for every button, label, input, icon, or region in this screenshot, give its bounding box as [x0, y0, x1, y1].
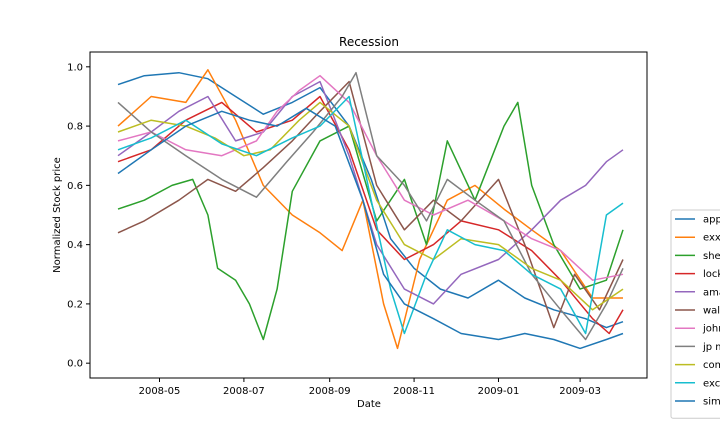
y-tick-label: 1.0	[67, 62, 83, 73]
legend-label: jp m	[702, 342, 720, 353]
x-tick-label: 2009-03	[559, 386, 601, 397]
legend-label: sim	[703, 397, 720, 408]
legend-frame	[670, 209, 720, 419]
legend-label: ama	[703, 287, 720, 298]
y-tick-label: 0.2	[67, 299, 83, 310]
series-line-10	[117, 107, 624, 350]
series-line-2	[117, 101, 624, 341]
x-axis: 2008-05 2008-07 2008-09 2008-11 2009-01 2009-…	[139, 378, 601, 397]
series-line-9	[117, 95, 624, 335]
legend-label: she	[703, 251, 720, 262]
x-axis-label: Date	[357, 399, 381, 410]
y-tick-label: 0.4	[67, 240, 83, 251]
chart-title: Recession	[339, 35, 399, 49]
x-tick-label: 2008-11	[393, 386, 435, 397]
y-tick-label: 0.6	[67, 181, 83, 192]
x-tick-label: 2008-09	[309, 386, 351, 397]
legend-label: lock	[703, 269, 720, 280]
y-axis-label: Normalized Stock price	[52, 157, 63, 273]
series-line-5	[117, 80, 624, 329]
y-tick-label: 0.8	[67, 122, 83, 133]
legend-label: exc	[703, 378, 720, 389]
series-line-4	[117, 80, 624, 305]
x-tick-label: 2008-05	[139, 386, 181, 397]
legend-label: app	[703, 215, 720, 226]
series-line-3	[117, 95, 624, 335]
series-line-7	[117, 71, 624, 341]
plot-frame	[89, 51, 648, 379]
legend-label: john	[702, 324, 720, 335]
legend: app exx she lock ama wal john jp m com exc sim	[670, 209, 720, 419]
series-line-0	[117, 71, 624, 329]
legend-label: wal	[703, 306, 720, 317]
plot-area	[117, 69, 624, 350]
y-axis: 0.0 0.2 0.4 0.6 0.8 1.0	[67, 62, 90, 370]
x-tick-label: 2009-01	[478, 386, 520, 397]
y-tick-label: 0.0	[67, 359, 83, 370]
legend-label: com	[703, 360, 720, 371]
x-tick-label: 2008-07	[223, 386, 265, 397]
series-line-1	[117, 69, 623, 350]
series-line-6	[117, 74, 624, 281]
legend-label: exx	[703, 233, 720, 244]
